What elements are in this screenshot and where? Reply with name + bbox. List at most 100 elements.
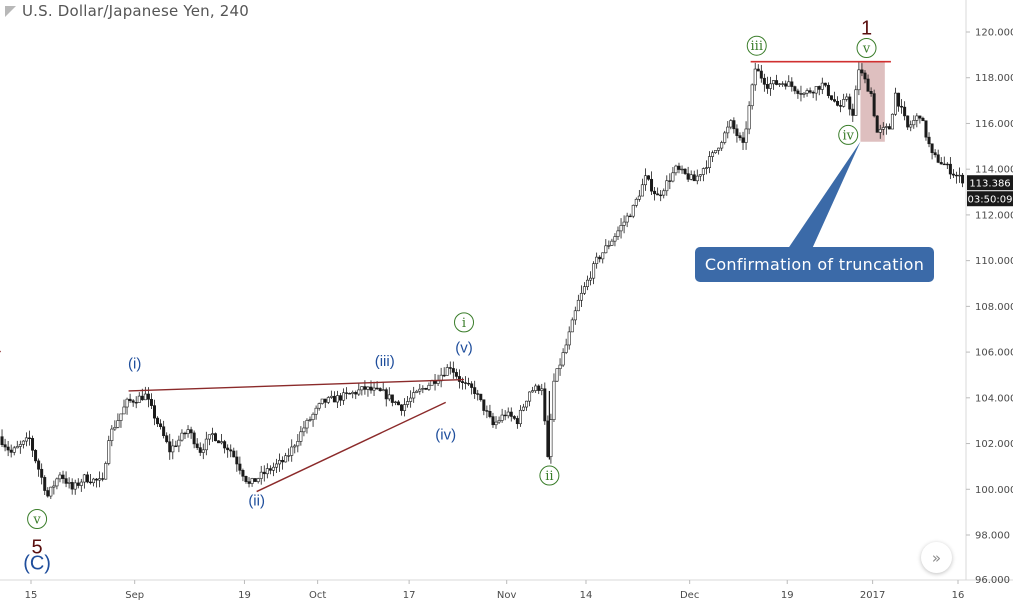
candle-body bbox=[125, 398, 129, 408]
y-tick-label: 116.000 bbox=[975, 119, 1013, 130]
wave-circle bbox=[838, 124, 859, 145]
candle-body bbox=[220, 441, 224, 444]
candle-body bbox=[265, 468, 269, 475]
y-tick-label: 114.000 bbox=[975, 165, 1013, 176]
candle-body bbox=[241, 470, 245, 477]
candle-body bbox=[717, 147, 721, 151]
candle-body bbox=[152, 405, 156, 419]
candle-body bbox=[442, 374, 446, 377]
candle-body bbox=[372, 387, 376, 391]
candle-body bbox=[448, 367, 452, 369]
wave-circle bbox=[539, 465, 560, 486]
candle-body bbox=[384, 389, 388, 400]
wave-label-minute: (v) bbox=[455, 340, 473, 357]
candle-body bbox=[140, 395, 144, 401]
x-tick-label: Dec bbox=[680, 590, 699, 601]
candle-body bbox=[796, 90, 800, 94]
candle-body bbox=[744, 128, 748, 143]
candle-body bbox=[500, 414, 504, 421]
x-tick-label: 2017 bbox=[860, 590, 885, 601]
candle-body bbox=[564, 344, 568, 353]
candle-body bbox=[497, 420, 501, 423]
candle-body bbox=[107, 440, 111, 464]
wave-label-minute: (iv) bbox=[435, 426, 456, 443]
candle-body bbox=[223, 441, 227, 449]
candle-body bbox=[741, 137, 745, 143]
wave-label-minute: (i) bbox=[128, 356, 141, 373]
candle-body bbox=[168, 441, 172, 453]
candle-body bbox=[274, 463, 278, 468]
candle-body bbox=[149, 399, 153, 406]
y-tick-label: 120.000 bbox=[975, 28, 1013, 39]
candle-body bbox=[284, 455, 288, 463]
candle-body bbox=[903, 106, 907, 117]
candle-body bbox=[24, 437, 28, 442]
candle-body bbox=[207, 434, 211, 440]
candle-body bbox=[470, 383, 474, 388]
candle-body bbox=[912, 120, 916, 126]
candle-body bbox=[381, 389, 385, 392]
candle-body bbox=[942, 163, 946, 166]
candle-body bbox=[12, 447, 16, 453]
x-tick-label: 14 bbox=[580, 590, 593, 601]
candle-body bbox=[204, 438, 208, 451]
candle-body bbox=[314, 407, 318, 415]
candle-body bbox=[268, 468, 272, 471]
candle-body bbox=[186, 429, 190, 434]
candle-body bbox=[829, 95, 833, 100]
candle-body bbox=[537, 385, 541, 391]
candle-body bbox=[27, 437, 31, 439]
candle-body bbox=[229, 449, 233, 452]
candle-body bbox=[921, 117, 925, 122]
candle-body bbox=[845, 96, 849, 100]
scroll-to-realtime-button[interactable]: » bbox=[921, 542, 952, 573]
y-tick-label: 100.000 bbox=[975, 485, 1013, 496]
candle-body bbox=[875, 115, 879, 133]
candle-body bbox=[711, 152, 715, 157]
candle-body bbox=[61, 474, 65, 479]
candle-body bbox=[637, 195, 641, 200]
candle-body bbox=[323, 398, 327, 403]
candle-body bbox=[403, 404, 407, 411]
candle-body bbox=[765, 84, 769, 89]
candle-body bbox=[143, 393, 147, 401]
candle-body bbox=[582, 286, 586, 294]
wave-label-minor: v bbox=[862, 42, 871, 57]
candle-body bbox=[156, 417, 160, 425]
candle-body bbox=[598, 256, 602, 260]
candle-body bbox=[317, 403, 321, 409]
candle-body bbox=[226, 447, 230, 451]
x-tick-label: Oct bbox=[309, 590, 326, 601]
candle-body bbox=[479, 393, 483, 401]
candle-body bbox=[9, 449, 13, 453]
candle-body bbox=[134, 402, 138, 404]
candle-body bbox=[613, 236, 617, 242]
wave-circle bbox=[746, 35, 767, 56]
wave-label-major: 1 bbox=[861, 17, 872, 39]
candle-body bbox=[146, 393, 150, 400]
candle-body bbox=[189, 429, 193, 434]
candle-body bbox=[348, 393, 352, 395]
candle-body bbox=[534, 385, 538, 391]
candle-body bbox=[906, 115, 910, 128]
candle-body bbox=[256, 478, 260, 482]
candle-body bbox=[695, 175, 699, 182]
candle-body bbox=[195, 443, 199, 448]
candle-body bbox=[73, 482, 77, 490]
candle-body bbox=[506, 411, 510, 417]
candle-body bbox=[561, 352, 565, 366]
candle-body bbox=[689, 174, 693, 180]
candle-body bbox=[3, 444, 7, 448]
candle-body bbox=[768, 83, 772, 89]
candle-body bbox=[250, 478, 254, 484]
candle-body bbox=[839, 105, 843, 107]
y-tick-label-partial: 96.000 bbox=[975, 575, 1010, 586]
candle-body bbox=[85, 474, 89, 483]
candle-body bbox=[70, 482, 74, 490]
candle-body bbox=[863, 72, 867, 80]
candle-body bbox=[836, 100, 840, 106]
candle-body bbox=[64, 478, 68, 484]
candle-body bbox=[872, 93, 876, 117]
candle-body bbox=[842, 99, 846, 107]
